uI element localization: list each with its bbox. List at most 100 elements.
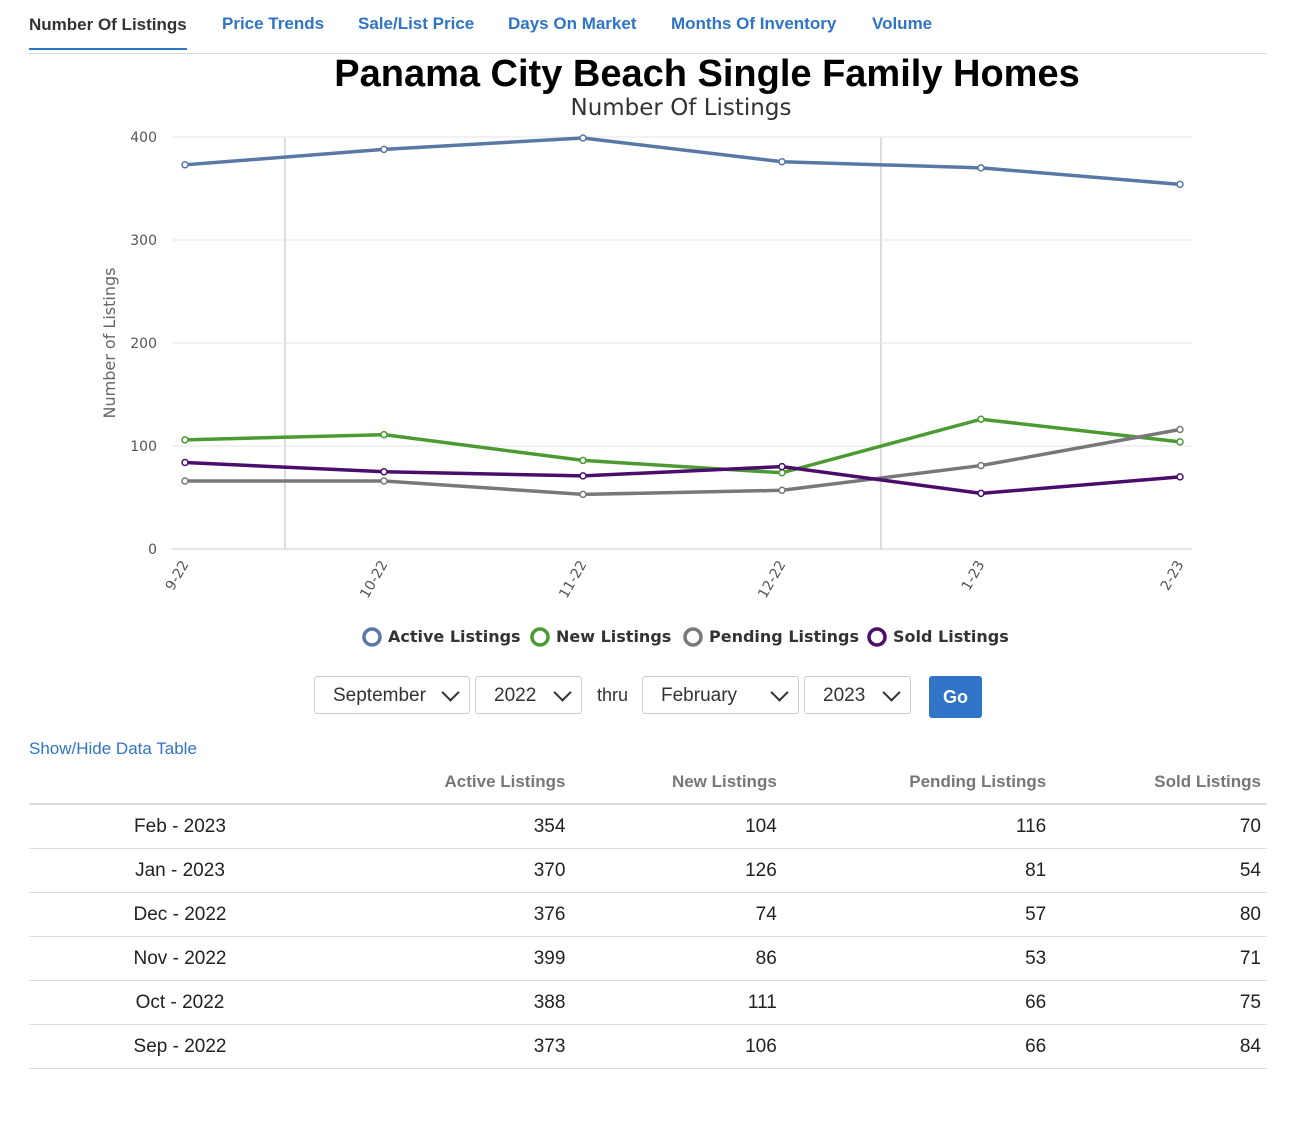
table-cell: 74 bbox=[571, 892, 783, 937]
legend-label: New Listings bbox=[556, 627, 671, 646]
table-cell: 86 bbox=[571, 936, 783, 981]
table-cell: 116 bbox=[782, 804, 1053, 849]
tab-bar: Number Of Listings Price Trends Sale/List … bbox=[29, 0, 1267, 54]
point bbox=[380, 145, 388, 154]
header-cell: New Listings bbox=[571, 760, 783, 805]
point bbox=[181, 458, 189, 467]
tab[interactable]: Sale/List Price bbox=[358, 14, 475, 33]
point bbox=[380, 477, 388, 485]
point bbox=[977, 461, 985, 470]
point bbox=[778, 462, 786, 471]
point bbox=[380, 468, 388, 476]
point bbox=[579, 134, 587, 142]
point bbox=[778, 486, 786, 495]
tab[interactable]: Price Trends bbox=[222, 14, 325, 33]
table-cell: 111 bbox=[571, 980, 783, 1025]
tab[interactable]: Days On Market bbox=[508, 14, 637, 33]
table-cell: 71 bbox=[1052, 936, 1267, 981]
from-year-select[interactable]: 2022 bbox=[475, 676, 582, 714]
table-cell: 104 bbox=[571, 804, 783, 849]
table-cell: 376 bbox=[331, 892, 572, 937]
table-row: Jan - 2023 370 126 81 54 bbox=[29, 848, 1267, 893]
table-cell: 370 bbox=[331, 848, 572, 893]
table-cell: Jan - 2023 bbox=[29, 848, 331, 893]
point bbox=[778, 157, 786, 166]
table-row: Dec - 2022 376 74 57 80 bbox=[29, 892, 1267, 937]
table-toggle[interactable]: Show/Hide Data Table bbox=[29, 739, 197, 758]
header-cell: Active Listings bbox=[331, 760, 572, 805]
to-year-select[interactable]: 2023 bbox=[804, 676, 911, 714]
y-tick-label: 400 bbox=[130, 130, 157, 146]
table-cell: 75 bbox=[1052, 980, 1267, 1025]
table-cell: 70 bbox=[1052, 804, 1267, 849]
to-month-select[interactable]: February bbox=[642, 676, 799, 714]
table-cell: 54 bbox=[1052, 848, 1267, 893]
table-cell: 106 bbox=[571, 1024, 783, 1069]
chart-subtitle: Number Of Listings bbox=[571, 95, 792, 121]
table-cell: Dec - 2022 bbox=[29, 892, 331, 937]
legend-marker bbox=[362, 627, 382, 647]
table-cell: 66 bbox=[782, 980, 1053, 1025]
series-line bbox=[184, 136, 1181, 187]
chart-title: Panama City Beach Single Family Homes bbox=[334, 53, 1080, 95]
legend-label: Sold Listings bbox=[893, 627, 1009, 646]
y-tick-label: 100 bbox=[130, 439, 157, 455]
point bbox=[778, 469, 786, 477]
table-cell: 126 bbox=[571, 848, 783, 893]
go-button[interactable]: Go bbox=[929, 676, 982, 718]
point bbox=[1176, 425, 1184, 434]
table-cell: Sep - 2022 bbox=[29, 1024, 331, 1069]
table-cell: 57 bbox=[782, 892, 1053, 937]
x-tick-label: 12-22 bbox=[755, 558, 789, 601]
point bbox=[181, 436, 189, 444]
legend-marker bbox=[683, 627, 703, 647]
series-line bbox=[185, 427, 1181, 497]
x-tick-label: 10-22 bbox=[357, 558, 391, 601]
point bbox=[1176, 180, 1184, 189]
legend-marker bbox=[530, 627, 550, 647]
table-cell: 399 bbox=[331, 936, 572, 981]
series-line bbox=[184, 417, 1181, 475]
y-tick-label: 300 bbox=[130, 233, 157, 249]
point bbox=[977, 489, 985, 498]
table-cell: Feb - 2023 bbox=[29, 804, 331, 849]
data-table: Active Listings New Listings Pending Listi… bbox=[29, 760, 1267, 1069]
x-tick-label: 11-22 bbox=[556, 558, 590, 601]
point bbox=[380, 430, 388, 439]
point bbox=[1176, 438, 1184, 446]
chart: Panama City Beach Single Family Homes Nu… bbox=[100, 53, 1192, 647]
from-month-select[interactable]: September bbox=[314, 676, 470, 714]
table-cell: 80 bbox=[1052, 892, 1267, 937]
tab[interactable]: Volume bbox=[872, 14, 933, 33]
point bbox=[579, 456, 587, 465]
table-cell: 84 bbox=[1052, 1024, 1267, 1069]
y-tick-label: 0 bbox=[148, 542, 157, 558]
table-cell: 66 bbox=[782, 1024, 1053, 1069]
point bbox=[579, 472, 587, 480]
point bbox=[579, 490, 587, 499]
table-cell: 53 bbox=[782, 936, 1053, 981]
table-row: Oct - 2022 388 111 66 75 bbox=[29, 980, 1267, 1025]
point bbox=[977, 415, 985, 423]
table-row: Sep - 2022 373 106 66 84 bbox=[29, 1024, 1267, 1069]
point bbox=[181, 161, 189, 169]
x-tick-label: 1-23 bbox=[959, 558, 989, 594]
table-cell: 81 bbox=[782, 848, 1053, 893]
point bbox=[977, 164, 985, 172]
y-axis-label: Number of Listings bbox=[100, 268, 119, 419]
header-cell bbox=[29, 760, 331, 805]
legend-label: Pending Listings bbox=[709, 627, 859, 646]
table-cell: 388 bbox=[331, 980, 572, 1025]
tab[interactable]: Months Of Inventory bbox=[671, 14, 837, 33]
header-cell: Sold Listings bbox=[1052, 760, 1267, 805]
series-line bbox=[184, 460, 1181, 496]
table-cell: 373 bbox=[331, 1024, 572, 1069]
header-cell: Pending Listings bbox=[782, 760, 1053, 805]
header-row: Active Listings New Listings Pending Listi… bbox=[29, 760, 1267, 805]
table-row: Feb - 2023 354 104 116 70 bbox=[29, 804, 1267, 849]
x-tick-label: 9-22 bbox=[163, 558, 193, 594]
legend-marker bbox=[867, 627, 887, 647]
tab[interactable]: Number Of Listings bbox=[29, 15, 187, 50]
table-cell: 354 bbox=[331, 804, 572, 849]
